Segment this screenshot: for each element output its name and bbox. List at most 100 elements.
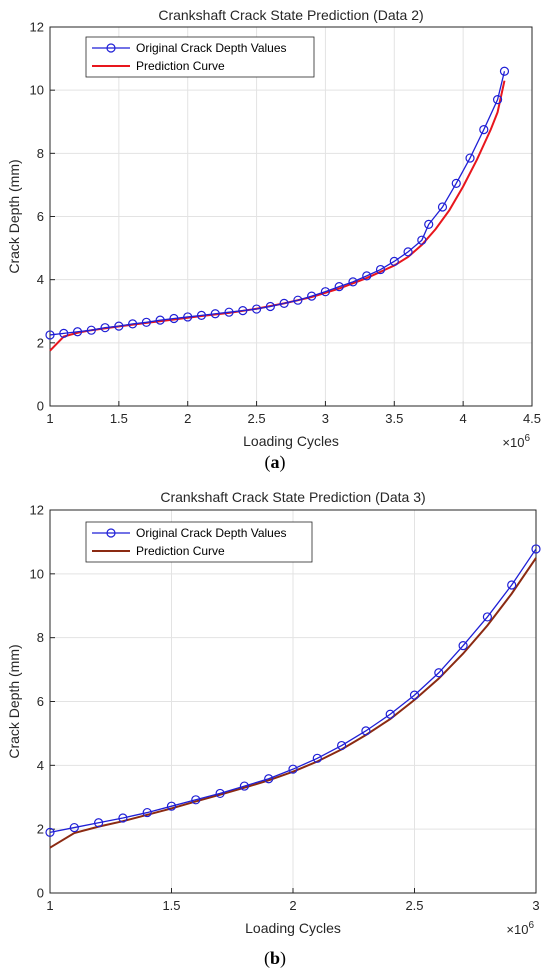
data-point xyxy=(424,219,434,229)
chart-title: Crankshaft Crack State Prediction (Data … xyxy=(160,489,425,505)
data-point xyxy=(183,312,193,322)
data-point xyxy=(59,328,69,338)
x-tick-label: 3 xyxy=(532,898,539,913)
axes-box xyxy=(49,509,537,894)
data-point xyxy=(507,580,517,590)
data-point xyxy=(86,325,96,335)
x-tick-label: 2.5 xyxy=(248,411,266,426)
x-tick-label: 4 xyxy=(460,411,467,426)
y-tick-label: 2 xyxy=(37,335,44,350)
data-point xyxy=(362,271,372,281)
data-point xyxy=(128,319,138,329)
legend-marker xyxy=(106,43,116,53)
data-point xyxy=(93,818,104,828)
data-point xyxy=(215,788,225,799)
data-point xyxy=(141,317,151,327)
data-point xyxy=(239,781,249,791)
data-point xyxy=(307,291,317,301)
y-tick-label: 4 xyxy=(37,758,44,773)
data-point xyxy=(210,309,220,319)
figure-caption: (a) xyxy=(265,452,286,473)
legend: Original Crack Depth Values Prediction Cu… xyxy=(85,36,315,78)
x-tick-label: 3 xyxy=(322,411,329,426)
data-point xyxy=(409,690,420,700)
data-point xyxy=(434,668,444,678)
data-point xyxy=(492,95,503,105)
data-point xyxy=(264,774,274,784)
y-tick-label: 0 xyxy=(37,399,44,414)
data-point xyxy=(334,282,344,292)
legend-label: Prediction Curve xyxy=(136,59,225,73)
legend-label: Original Crack Depth Values xyxy=(136,526,287,540)
data-point xyxy=(118,813,128,823)
data-point xyxy=(293,295,303,305)
data-point xyxy=(45,330,55,340)
y-tick-label: 2 xyxy=(37,822,44,837)
y-tick-label: 10 xyxy=(30,566,44,581)
data-point xyxy=(142,807,152,818)
chart-1: 1 1.5 2 2.5 3 3.5 4 4.5 0 2 4 6 8 10 12 Crankshaft Crac… xyxy=(6,7,541,473)
data-point xyxy=(169,313,179,324)
axes-box xyxy=(49,26,533,407)
data-point xyxy=(437,202,448,212)
x-tick-label: 1.5 xyxy=(162,898,180,913)
y-tick-label: 8 xyxy=(37,146,44,161)
legend-label: Original Crack Depth Values xyxy=(136,41,287,55)
y-axis-label: Crack Depth (mm) xyxy=(6,159,22,273)
data-point xyxy=(100,323,110,333)
original-line xyxy=(49,548,537,833)
data-point xyxy=(451,178,461,188)
y-tick-label: 12 xyxy=(30,503,44,518)
chart-title: Crankshaft Crack State Prediction (Data … xyxy=(158,7,423,23)
data-point xyxy=(191,795,201,805)
data-point xyxy=(155,315,165,325)
x-tick-label: 2 xyxy=(289,898,296,913)
data-point xyxy=(288,764,298,774)
data-point xyxy=(224,307,234,317)
data-point xyxy=(389,256,399,266)
data-point xyxy=(320,287,331,297)
data-point xyxy=(403,247,413,257)
x-exponent-label: ×106 xyxy=(502,433,530,450)
y-tick-label: 6 xyxy=(37,209,44,224)
data-point xyxy=(499,66,510,76)
data-point xyxy=(479,125,489,135)
y-tick-label: 8 xyxy=(37,630,44,645)
data-point xyxy=(385,709,395,719)
x-exponent-label: ×106 xyxy=(506,920,534,937)
x-tick-label: 3.5 xyxy=(385,411,403,426)
data-point xyxy=(361,726,371,736)
data-point xyxy=(45,827,55,837)
x-tick-label: 1 xyxy=(46,898,53,913)
legend: Original Crack Depth Values Prediction Cu… xyxy=(85,521,313,563)
data-point xyxy=(458,641,468,651)
y-tick-label: 4 xyxy=(37,272,44,287)
y-tick-label: 0 xyxy=(37,886,44,901)
chart-2: 1 1.5 2 2.5 3 0 2 4 6 8 10 12 Crankshaft Crack State… xyxy=(6,489,541,969)
data-point xyxy=(72,327,83,337)
data-point xyxy=(375,264,386,275)
data-point xyxy=(348,277,358,287)
x-tick-label: 1.5 xyxy=(110,411,128,426)
x-axis-label: Loading Cycles xyxy=(243,433,339,449)
data-point xyxy=(166,801,177,811)
figure-caption: (b) xyxy=(264,948,286,969)
data-point xyxy=(114,321,124,331)
legend-label: Prediction Curve xyxy=(136,544,225,558)
x-tick-label: 2.5 xyxy=(405,898,423,913)
data-point xyxy=(465,153,475,163)
legend-box xyxy=(85,521,313,563)
x-tick-label: 1 xyxy=(46,411,53,426)
data-point xyxy=(279,298,289,308)
legend-box xyxy=(85,36,315,78)
data-point xyxy=(265,301,275,312)
y-tick-label: 12 xyxy=(30,20,44,35)
data-point xyxy=(417,235,427,245)
data-point xyxy=(196,310,207,320)
data-point xyxy=(482,612,492,622)
data-point xyxy=(337,740,347,751)
data-point xyxy=(312,753,322,763)
x-tick-label: 4.5 xyxy=(523,411,541,426)
y-tick-label: 6 xyxy=(37,694,44,709)
